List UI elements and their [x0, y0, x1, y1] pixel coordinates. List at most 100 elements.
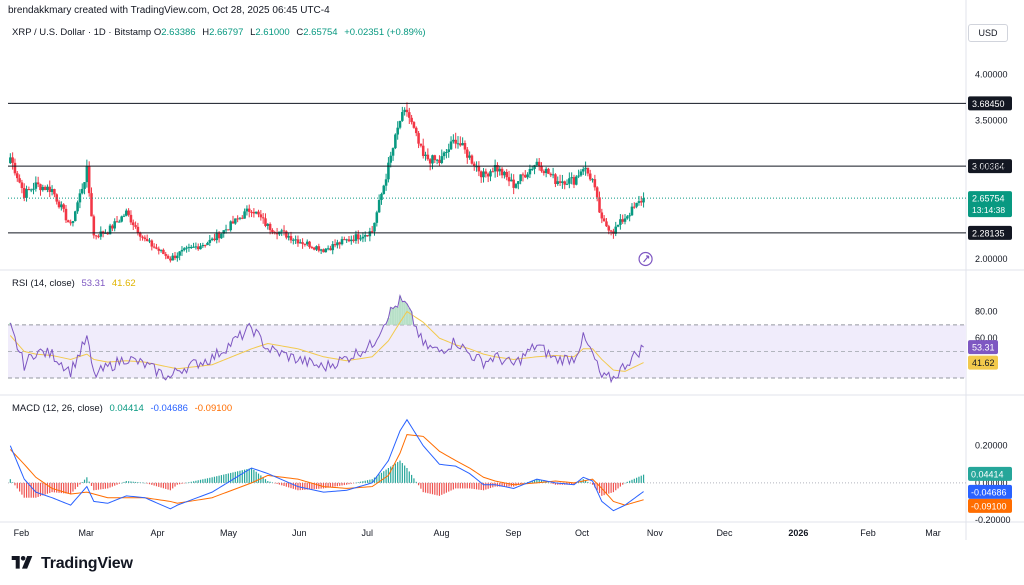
macd-histogram-bar — [619, 482, 621, 487]
candle-body — [616, 224, 620, 227]
candle-body — [196, 246, 200, 250]
macd-histogram-bar — [311, 482, 313, 490]
macd-histogram-bar — [123, 481, 125, 483]
macd-histogram-bar — [246, 469, 248, 483]
macd-tick-label: 0.00000 — [975, 478, 1008, 488]
macd-histogram-bar — [114, 482, 116, 486]
open-value: 2.63386 — [161, 27, 196, 38]
macd-histogram-bar — [475, 482, 478, 490]
candle-body — [496, 165, 499, 172]
candle-body — [396, 127, 399, 135]
macd-histogram-bar — [95, 482, 97, 490]
macd-histogram-bar — [204, 478, 206, 483]
candle-body — [231, 221, 235, 224]
macd-line-tag — [968, 484, 1012, 499]
macd-histogram-bar — [478, 482, 480, 490]
candle-body — [162, 249, 165, 255]
candle-body — [29, 189, 33, 191]
candle-body — [468, 155, 471, 158]
macd-histogram-bar — [522, 482, 524, 484]
high-label: H — [202, 27, 210, 38]
candle-body — [83, 182, 86, 189]
candle-body — [164, 254, 168, 256]
candle-body — [203, 245, 207, 247]
macd-histogram-bar — [362, 481, 364, 483]
macd-histogram-bar — [598, 482, 601, 494]
candle-body — [456, 143, 460, 145]
candle-body — [271, 230, 274, 233]
macd-histogram-bar — [538, 479, 540, 483]
macd-histogram-bar — [369, 479, 371, 483]
candle-body — [108, 225, 112, 235]
macd-histogram-bar — [244, 469, 246, 483]
time-tick-label: Nov — [647, 528, 664, 538]
time-tick-label: Feb — [860, 528, 876, 538]
macd-histogram-bar — [520, 482, 522, 485]
macd-histogram-bar — [339, 482, 341, 486]
candle-body — [472, 163, 476, 167]
candle-body — [329, 248, 332, 251]
macd-title: MACD (12, 26, close) — [12, 403, 103, 414]
candle-body — [340, 239, 344, 245]
macd-histogram-bar — [202, 479, 204, 483]
macd-legend[interactable]: MACD (12, 26, close) 0.04414 -0.04686 -0… — [12, 403, 232, 414]
macd-hist-tag — [968, 466, 1012, 481]
symbol-name: XRP / U.S. Dollar · 1D · Bitstamp — [12, 27, 152, 38]
macd-histogram-bar — [104, 482, 107, 489]
candle-body — [398, 120, 402, 128]
candle-body — [18, 178, 21, 183]
macd-histogram-bar — [128, 481, 130, 483]
candle-body — [607, 226, 611, 231]
macd-histogram-bar — [322, 482, 325, 489]
time-tick-label: Feb — [14, 528, 30, 538]
macd-histogram-bar — [383, 471, 385, 483]
candle-body — [547, 168, 550, 174]
candle-body — [575, 176, 578, 185]
macd-histogram-bar — [624, 482, 626, 484]
close-value: 2.65754 — [303, 27, 338, 38]
macd-histogram-bar — [482, 482, 485, 491]
macd-histogram-bar — [292, 482, 294, 489]
candle-body — [76, 202, 79, 212]
candle-body — [535, 161, 539, 166]
symbol-legend[interactable]: XRP / U.S. Dollar · 1D · Bitstamp O2.633… — [12, 27, 430, 38]
candle-body — [361, 236, 365, 239]
candle-body — [120, 216, 123, 222]
macd-histogram-bar — [301, 482, 304, 490]
macd-histogram-bar — [473, 482, 475, 490]
currency-button[interactable]: USD — [968, 24, 1008, 42]
candle-body — [561, 181, 564, 183]
candle-body — [292, 239, 295, 241]
candle-body — [138, 233, 142, 237]
candle-body — [145, 239, 149, 241]
candle-body — [447, 149, 451, 153]
candle-body — [310, 247, 314, 249]
change-value: +0.02351 (+0.89%) — [344, 27, 426, 38]
candle-body — [558, 181, 562, 183]
macd-histogram-bar — [227, 473, 229, 483]
macd-histogram-bar — [448, 482, 450, 492]
candle-body — [417, 133, 420, 144]
candle-body — [442, 152, 446, 157]
macd-histogram-bar — [107, 482, 109, 489]
author-line: brendakkmary created with TradingView.co… — [8, 5, 330, 16]
macd-histogram-bar — [90, 482, 93, 486]
macd-histogram-bar — [343, 482, 345, 486]
rsi-value-tag-label: 53.31 — [972, 343, 995, 353]
macd-histogram-bar — [46, 482, 49, 494]
candle-body — [336, 242, 339, 246]
macd-signal-line — [9, 434, 644, 506]
macd-histogram-bar — [155, 482, 158, 487]
level-tag — [968, 96, 1012, 111]
candle-body — [435, 159, 439, 161]
macd-histogram-bar — [241, 470, 243, 483]
candle-body — [377, 200, 381, 213]
replay-arrow-icon — [643, 255, 650, 263]
price-pane — [8, 102, 966, 267]
candle-body — [577, 175, 580, 177]
candle-body — [136, 226, 140, 234]
candle-body — [639, 201, 643, 203]
rsi-legend[interactable]: RSI (14, close) 53.31 41.62 — [12, 278, 136, 289]
candle-body — [111, 225, 114, 229]
